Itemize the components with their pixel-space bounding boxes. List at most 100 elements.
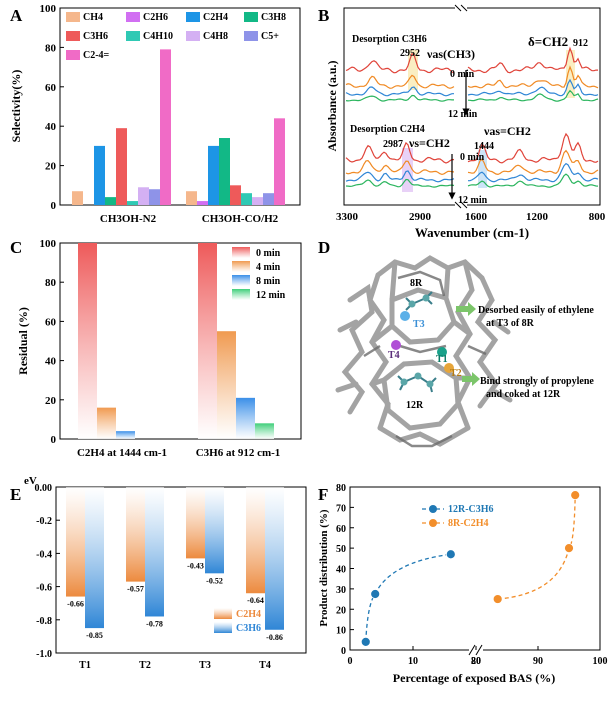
bar-c2h6-2 (197, 201, 208, 205)
note-top-line-1: Desorbed easily of ethylene (478, 305, 594, 316)
a-legend-label-c4h10: C4H10 (143, 31, 173, 42)
note-bottom-line-2: and coked at 12R (486, 389, 561, 400)
b-xtick-2900: 2900 (409, 211, 432, 223)
panel-letter-d: D (318, 238, 330, 257)
b-top-0min: 0 min (450, 69, 475, 80)
c-bar-12min-2 (255, 423, 274, 439)
c-ytick-label: 80 (45, 277, 57, 289)
panel-c-xtick-2: C3H6 at 912 cm-1 (196, 447, 281, 459)
panel-letter-a: A (10, 6, 23, 25)
zeolite-structure-illustration: 8R 12R T3 T4 T1 T2 Desorbed easily of et… (335, 255, 594, 448)
f-point-1-1 (564, 543, 574, 554)
ring-12r-label: 12R (406, 400, 424, 411)
panel-a-xtick-1: CH3OH-N2 (100, 213, 157, 225)
e-bar-c2h4-t3 (186, 487, 205, 559)
a-ytick-label: 20 (45, 161, 57, 173)
c-ytick-label: 20 (45, 395, 57, 407)
panel-b-frame (343, 7, 601, 206)
panel-c-ylabel: Residual (%) (16, 307, 30, 375)
bar-c5p-2 (263, 193, 274, 205)
band-2952 (408, 50, 418, 90)
a-ytick-label: 0 (51, 200, 57, 212)
f-ytick-label: 20 (336, 605, 346, 616)
b-bot-12min: 12 min (458, 195, 488, 206)
f-curve-0 (365, 553, 451, 642)
b-nu-as-ch2: νas=CH2 (483, 124, 531, 138)
e-bar-c2h4-t2 (126, 487, 145, 582)
panel-a-chart: 0 20 40 60 80 100 Selectivity(%) CH3OH-N2 CH3… (9, 3, 301, 225)
c-bar-0min-2 (198, 243, 217, 439)
note-bottom-line-1: Bind strongly of propylene (480, 376, 594, 387)
f-legend-marker-1 (429, 519, 437, 527)
site-t1-atom (437, 347, 447, 357)
b-xtick-1200: 1200 (526, 211, 549, 223)
b-peak-2987: 2987 (383, 139, 403, 150)
f-curve-1 (497, 495, 576, 600)
b-top-12min: 12 min (448, 109, 478, 120)
c-ytick-label: 0 (51, 434, 57, 446)
b-xtick-3300: 3300 (336, 211, 359, 223)
b-top-left-spectrum-2 (345, 86, 454, 97)
b-top-left-spectrum-1 (345, 74, 455, 89)
panel-a-frame (59, 7, 301, 206)
ring-8r-label: 8R (410, 278, 423, 289)
a-legend-label-ch4: CH4 (83, 12, 103, 23)
e-bar-c2h4-t1 (66, 487, 85, 597)
c-legend-swatch-3 (232, 289, 250, 300)
band-1444 (478, 150, 487, 188)
c-legend-label-0: 0 min (256, 248, 281, 259)
panel-letter-f: F (318, 485, 328, 504)
panel-a-xtick-2: CH3OH-CO/H2 (202, 213, 279, 225)
f-ytick-label: 50 (336, 544, 346, 555)
e-bar-c3h6-t4 (265, 487, 284, 630)
a-legend-label-c2_4eq: C2-4= (83, 50, 110, 61)
f-point-0-1 (370, 589, 381, 599)
b-peak-912: 912 (573, 38, 588, 49)
f-ytick-label: 10 (336, 626, 346, 637)
f-xtick-label: 90 (533, 656, 543, 667)
f-xtick-label: 20 (471, 656, 481, 667)
e-value-c2h4-t2: -0.57 (127, 585, 144, 594)
b-top-right-spectrum-0 (467, 46, 598, 74)
bar-ch4-2 (186, 191, 197, 205)
a-legend-label-c2h4: C2H4 (203, 12, 228, 23)
c-ytick-label: 60 (45, 316, 57, 328)
b-top-right-spectrum-3 (467, 89, 599, 102)
a-ytick-label: 100 (40, 3, 57, 15)
f-ytick-label: 70 (336, 503, 346, 514)
bar-ch4-1 (72, 191, 83, 205)
c-bar-4min-2 (217, 331, 236, 439)
b-peak-2952: 2952 (400, 48, 420, 59)
panel-b-chart: Desorption C3H6 2952 νas(CH3) δ=CH2 912 … (325, 2, 606, 240)
b-top-left-spectrum-0 (345, 52, 455, 74)
e-xtick-t2: T2 (139, 660, 151, 671)
c-legend-label-1: 4 min (256, 262, 281, 273)
b-bot-0min: 0 min (460, 152, 485, 163)
bar-c3h8-1 (105, 197, 116, 205)
c-legend-label-3: 12 min (256, 290, 286, 301)
b-bot-right-spectrum-2 (468, 162, 599, 183)
e-ytick-label: -0.8 (36, 616, 52, 627)
panel-letter-b: B (318, 6, 329, 25)
band-912 (566, 50, 575, 98)
b-bot-left-spectrum-0 (345, 141, 455, 164)
site-t2-atom (444, 363, 454, 373)
band-2987 (402, 148, 413, 192)
f-legend-label-1: 8R-C2H4 (448, 518, 489, 529)
b-bot-right-spectrum-3 (467, 173, 599, 188)
a-ytick-label: 40 (45, 121, 57, 133)
panel-letter-e: E (10, 485, 21, 504)
bar-c4h10-2 (241, 193, 252, 205)
a-legend-label-c5p: C5+ (261, 31, 279, 42)
e-value-c3h6-t3: -0.52 (206, 576, 223, 585)
a-legend-label-c3h8: C3H8 (261, 12, 286, 23)
e-ytick-label: -1.0 (36, 649, 52, 660)
e-xtick-t1: T1 (79, 660, 91, 671)
bar-c2h4-1 (94, 145, 105, 205)
panel-f-xlabel: Percentage of exposed BAS (%) (393, 671, 555, 685)
f-ytick-label: 40 (336, 565, 346, 576)
panel-c-xtick-1: C2H4 at 1444 cm-1 (77, 447, 167, 459)
b-desorb-c3h6: Desorption C3H6 (352, 34, 427, 45)
e-legend-label-0: C2H4 (236, 609, 261, 620)
